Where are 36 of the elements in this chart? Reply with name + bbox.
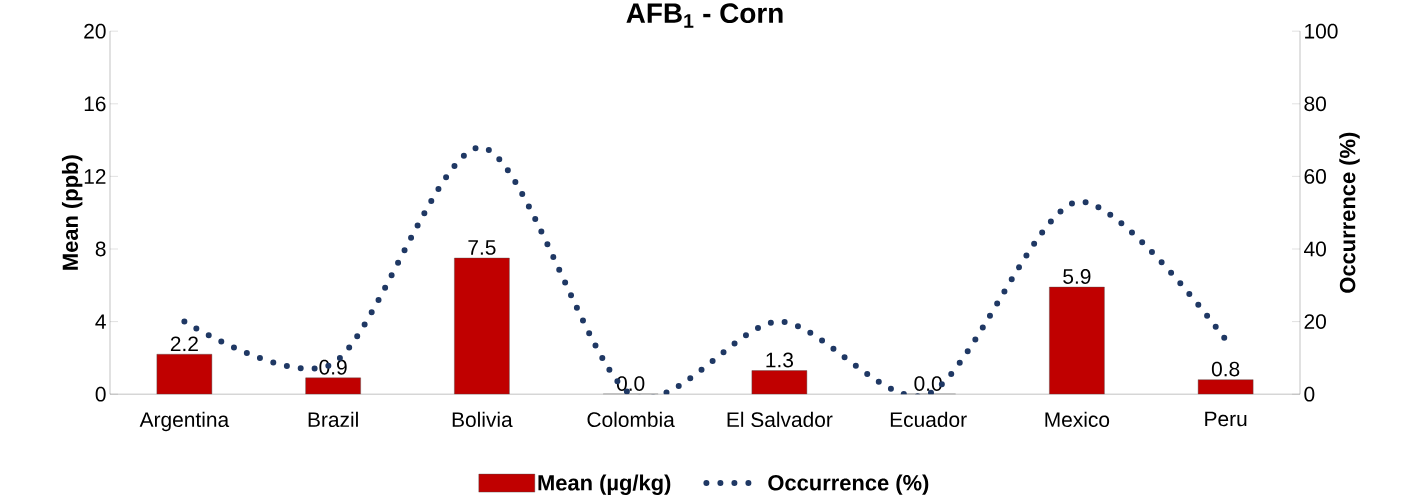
x-tick-label: Bolivia <box>452 411 513 427</box>
y-tick-label: 20 <box>84 23 106 39</box>
y2-tick-label: 20 <box>1304 314 1326 329</box>
legend-label: Mean (µg/kg) <box>538 474 671 495</box>
chart-title: AFB$_{1}$ - Corn <box>626 3 783 28</box>
data-label: 5.9 <box>1063 269 1091 284</box>
y-tick-label: 0 <box>95 386 106 402</box>
y2-tick-label: 40 <box>1304 241 1326 257</box>
bar <box>1049 286 1105 395</box>
y-tick-label: 16 <box>84 96 106 112</box>
x-tick-label: El Salvador <box>727 411 833 427</box>
bar <box>751 370 808 395</box>
x-tick-label: Brazil <box>308 411 358 427</box>
bar <box>454 257 510 395</box>
y2-tick-label: 100 <box>1305 23 1338 39</box>
y2-tick-label: 80 <box>1304 96 1326 112</box>
legend-label: Occurrence (%) <box>768 474 929 495</box>
bar <box>305 377 361 395</box>
data-label: 0.8 <box>1211 361 1240 377</box>
y-tick-label: 8 <box>95 241 106 257</box>
x-tick-label: Colombia <box>587 411 675 427</box>
bar <box>156 353 213 395</box>
y-tick-label: 4 <box>95 314 106 329</box>
y2-tick-label: 60 <box>1304 168 1326 184</box>
x-tick-label: Argentina <box>139 411 230 432</box>
data-label: 2.2 <box>170 336 198 351</box>
bar <box>1197 379 1254 395</box>
y-tick-label: 12 <box>84 168 106 184</box>
x-tick-label: Ecuador <box>890 411 967 427</box>
y2-tick-label: 0 <box>1304 386 1315 402</box>
data-label: 7.5 <box>468 240 496 255</box>
x-tick-label: Mexico <box>1045 411 1110 427</box>
data-label: 1.3 <box>766 352 794 368</box>
y-axis-title: Mean (ppb) <box>61 155 83 270</box>
x-tick-label: Peru <box>1205 411 1247 427</box>
y2-axis-title: Occurrence (%) <box>1339 132 1360 293</box>
